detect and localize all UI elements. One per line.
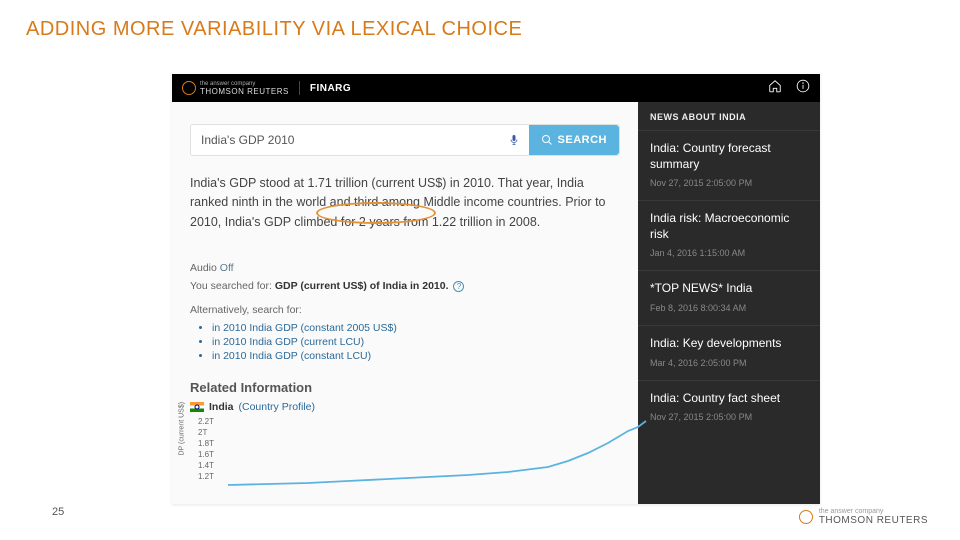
audio-status: Audio Off <box>190 262 620 274</box>
slide-title: ADDING MORE VARIABILITY VIA LEXICAL CHOI… <box>0 0 960 41</box>
news-title: India: Key developments <box>650 336 808 352</box>
footer-brand: the answer company THOMSON REUTERS <box>799 508 928 526</box>
home-icon[interactable] <box>768 79 782 98</box>
y-ticks: 2.2T 2T 1.8T 1.6T 1.4T 1.2T <box>198 417 214 483</box>
divider <box>299 81 300 95</box>
alternatives-label: Alternatively, search for: <box>190 304 620 316</box>
alt-link[interactable]: in 2010 India GDP (constant LCU) <box>212 350 620 362</box>
footer-brand-name: THOMSON REUTERS <box>819 515 928 526</box>
searched-for-line: You searched for: GDP (current US$) of I… <box>190 280 620 292</box>
info-icon[interactable] <box>796 79 810 98</box>
help-icon[interactable]: ? <box>453 281 464 292</box>
india-flag-icon <box>190 402 204 412</box>
news-item[interactable]: India risk: Macroeconomic risk Jan 4, 20… <box>638 200 820 270</box>
logo-icon <box>799 510 813 524</box>
brand-logo: the answer company THOMSON REUTERS <box>182 81 289 96</box>
country-row[interactable]: India (Country Profile) <box>190 401 620 413</box>
search-button[interactable]: SEARCH <box>529 125 619 155</box>
chart-line <box>228 417 648 487</box>
y-axis-label: DP (current US$) <box>179 402 186 456</box>
microphone-icon[interactable] <box>499 125 529 155</box>
gdp-chart: DP (current US$) 2.2T 2T 1.8T 1.6T 1.4T … <box>190 417 490 487</box>
news-item[interactable]: India: Country fact sheet Nov 27, 2015 2… <box>638 380 820 435</box>
news-date: Nov 27, 2015 2:05:00 PM <box>650 412 808 422</box>
news-date: Mar 4, 2016 2:05:00 PM <box>650 358 808 368</box>
alt-link[interactable]: in 2010 India GDP (constant 2005 US$) <box>212 322 620 334</box>
news-title: India: Country fact sheet <box>650 391 808 407</box>
news-title: *TOP NEWS* India <box>650 281 808 297</box>
app-name: FINARG <box>310 83 351 94</box>
search-button-label: SEARCH <box>558 134 607 146</box>
country-profile-link[interactable]: (Country Profile) <box>239 401 315 413</box>
news-date: Nov 27, 2015 2:05:00 PM <box>650 178 808 188</box>
footer-tagline: the answer company <box>819 508 928 515</box>
news-title: India risk: Macroeconomic risk <box>650 211 808 242</box>
page-number: 25 <box>52 506 64 518</box>
country-name: India <box>209 401 234 413</box>
news-title: India: Country forecast summary <box>650 141 808 172</box>
news-date: Jan 4, 2016 1:15:00 AM <box>650 248 808 258</box>
search-input[interactable] <box>191 125 499 155</box>
news-date: Feb 8, 2016 8:00:34 AM <box>650 303 808 313</box>
alternatives-list: in 2010 India GDP (constant 2005 US$) in… <box>212 322 620 362</box>
audio-state[interactable]: Off <box>220 262 234 274</box>
news-item[interactable]: India: Key developments Mar 4, 2016 2:05… <box>638 325 820 380</box>
result-paragraph: India's GDP stood at 1.71 trillion (curr… <box>190 174 620 232</box>
logo-icon <box>182 81 196 95</box>
search-bar: SEARCH <box>190 124 620 156</box>
brand-name: THOMSON REUTERS <box>200 87 289 96</box>
searched-query: GDP (current US$) of India in 2010. <box>275 280 449 292</box>
news-sidebar: NEWS ABOUT INDIA India: Country forecast… <box>638 102 820 504</box>
topbar: the answer company THOMSON REUTERS FINAR… <box>172 74 820 102</box>
news-item[interactable]: India: Country forecast summary Nov 27, … <box>638 130 820 200</box>
related-heading: Related Information <box>190 380 620 395</box>
app-window: the answer company THOMSON REUTERS FINAR… <box>172 74 820 504</box>
main-content: SEARCH India's GDP stood at 1.71 trillio… <box>172 102 638 504</box>
news-header: NEWS ABOUT INDIA <box>638 102 820 130</box>
alt-link[interactable]: in 2010 India GDP (current LCU) <box>212 336 620 348</box>
news-item[interactable]: *TOP NEWS* India Feb 8, 2016 8:00:34 AM <box>638 270 820 325</box>
